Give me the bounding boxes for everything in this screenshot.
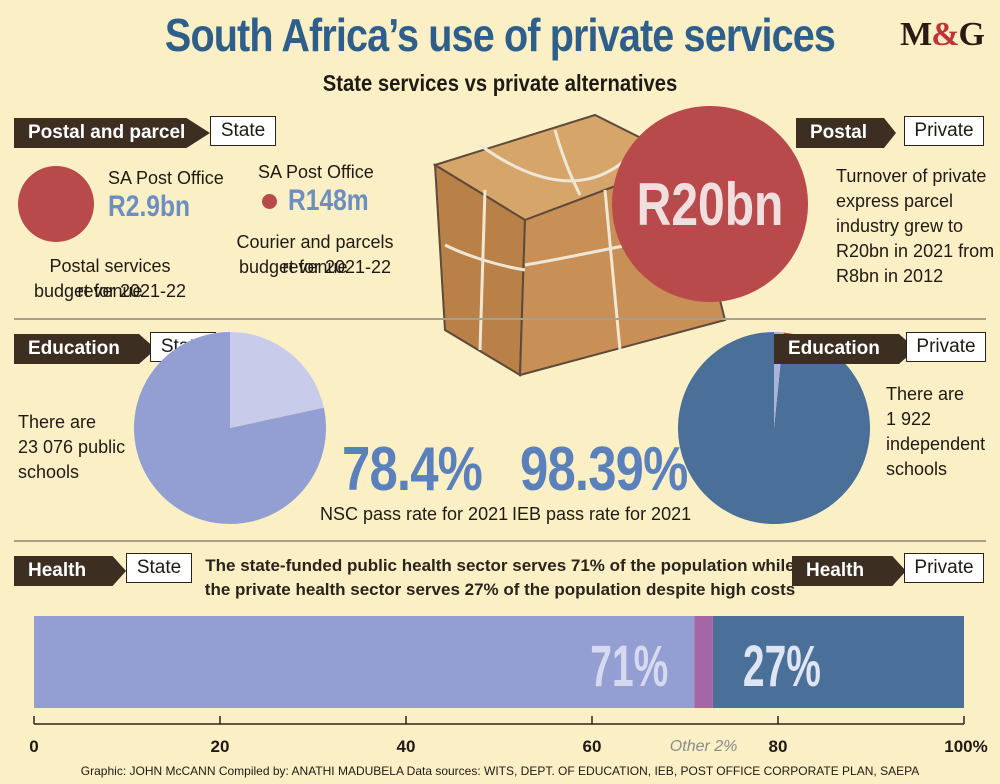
health-stacked-bar-chart: 71% Other 2% 27% 0 20 40 60 80 100% <box>29 616 988 756</box>
private-parcel-value: R20bn <box>636 171 784 238</box>
state-schools-text: There are 23 076 public schools <box>18 412 126 482</box>
health-headline: The state-funded public health sector se… <box>204 556 796 599</box>
private-schools-text: There are 1 922 independent schools <box>886 384 986 479</box>
tag-postal-parcel: Postal and parcel <box>14 118 210 148</box>
ieb-pass-rate-value: 98.39% <box>520 435 688 504</box>
sa-post-office-label-2: SA Post Office <box>258 162 374 182</box>
courier-caption-line2: budget for 2021-22 <box>238 257 392 277</box>
page-subtitle: State services vs private alternatives <box>322 70 678 96</box>
tag-education-private: Education <box>774 334 916 364</box>
footer-credits: Graphic: JOHN McCANN Compiled by: ANATHI… <box>80 764 920 778</box>
state-pass-pie <box>134 332 326 524</box>
postal-revenue-circle <box>18 166 94 242</box>
box-state-health: State <box>126 553 192 583</box>
postal-revenue-value: R2.9bn <box>108 190 191 223</box>
bar-label-state: 71% <box>590 634 668 699</box>
mg-logo: M&G <box>900 16 985 53</box>
x-tick-label-20: 20 <box>211 737 230 756</box>
box-private-health: Private <box>904 553 984 583</box>
x-tick-label-60: 60 <box>583 737 602 756</box>
postal-caption-line1: Postal services revenue <box>49 256 171 301</box>
courier-caption-line1: Courier and parcels revenue <box>236 232 394 277</box>
postal-caption-line2: budget for 2021-22 <box>33 281 187 301</box>
nsc-pass-rate-value: 78.4% <box>342 435 483 504</box>
divider-2 <box>14 540 986 542</box>
ieb-pass-rate-caption: IEB pass rate for 2021 <box>512 504 692 524</box>
pie-slice-fail <box>230 332 324 428</box>
bar-label-other: Other 2% <box>670 738 738 755</box>
courier-revenue-dot <box>262 194 277 209</box>
private-parcel-circle <box>612 106 808 302</box>
box-private-postal: Private <box>904 116 984 146</box>
x-tick-label-40: 40 <box>397 737 416 756</box>
private-parcel-description: Turnover of private express parcel indus… <box>836 166 995 286</box>
tag-health-state: Health <box>14 556 126 586</box>
nsc-pass-rate-caption: NSC pass rate for 2021 <box>320 504 509 524</box>
bar-segment-private <box>712 616 964 708</box>
x-tick-label-100: 100% <box>944 737 987 756</box>
page-title: South Africa’s use of private services <box>164 9 836 61</box>
bar-label-private: 27% <box>743 634 821 699</box>
box-private-education: Private <box>906 332 986 362</box>
box-state-postal: State <box>210 116 276 146</box>
x-tick-label-0: 0 <box>29 737 38 756</box>
bar-segment-state <box>34 616 695 708</box>
tag-education-state: Education <box>14 334 156 364</box>
x-tick-label-80: 80 <box>769 737 788 756</box>
tag-postal-private: Postal <box>796 118 896 148</box>
courier-revenue-value: R148m <box>288 184 369 217</box>
tag-health-private: Health <box>792 556 906 586</box>
sa-post-office-label-1: SA Post Office <box>108 168 224 188</box>
divider-1 <box>14 318 986 320</box>
bar-segment-other <box>694 616 713 708</box>
